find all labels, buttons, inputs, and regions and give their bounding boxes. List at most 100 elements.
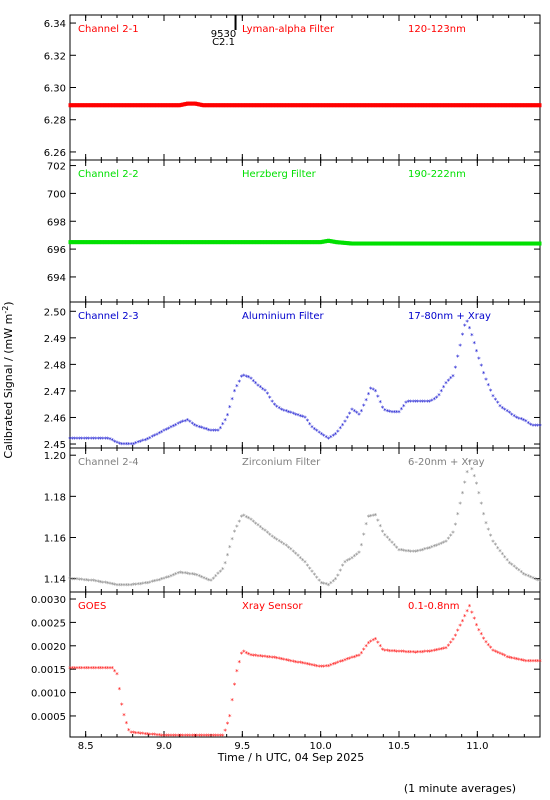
data-point: * xyxy=(519,657,523,665)
data-point: * xyxy=(153,578,157,586)
data-point xyxy=(71,103,75,108)
data-point xyxy=(450,241,454,246)
data-point: * xyxy=(355,551,359,559)
data-point: * xyxy=(129,582,133,590)
data-point xyxy=(381,241,385,246)
data-point: * xyxy=(315,575,319,583)
x-tick-label: 8.5 xyxy=(78,741,94,752)
data-point xyxy=(447,241,451,246)
data-point: * xyxy=(212,575,216,583)
data-point xyxy=(453,241,457,246)
data-point xyxy=(378,241,382,246)
data-point xyxy=(422,241,426,246)
data-point xyxy=(211,103,215,108)
data-point: * xyxy=(176,421,180,429)
data-point xyxy=(231,240,235,245)
data-point xyxy=(196,102,200,107)
data-point xyxy=(70,240,74,245)
data-point xyxy=(295,240,299,245)
data-point: * xyxy=(113,668,117,676)
data-point xyxy=(156,103,160,108)
data-point xyxy=(99,103,103,108)
data-point xyxy=(251,103,255,108)
data-point: * xyxy=(369,385,373,393)
data-point xyxy=(115,240,119,245)
data-point xyxy=(328,239,332,244)
data-point xyxy=(480,241,484,246)
data-point xyxy=(477,241,481,246)
data-point xyxy=(422,103,426,108)
channel-label: Channel 2-2 xyxy=(78,169,139,180)
data-point: * xyxy=(303,559,307,567)
data-point xyxy=(134,240,138,245)
data-point xyxy=(493,241,497,246)
data-point xyxy=(195,101,199,106)
y-tick-label: 1.14 xyxy=(44,575,66,586)
data-point xyxy=(106,103,110,108)
data-point: * xyxy=(317,578,321,586)
data-point: * xyxy=(181,570,185,578)
data-point xyxy=(375,103,379,108)
data-point: * xyxy=(411,549,415,557)
data-point: * xyxy=(350,654,354,662)
data-point xyxy=(521,103,525,108)
data-point: * xyxy=(104,665,108,673)
data-point: * xyxy=(491,393,495,401)
data-point xyxy=(225,103,229,108)
data-point: * xyxy=(151,434,155,442)
data-point xyxy=(442,241,446,246)
data-point: * xyxy=(85,577,89,585)
data-point: * xyxy=(414,649,418,657)
data-point xyxy=(438,241,442,246)
data-point: * xyxy=(400,649,404,657)
data-point xyxy=(475,241,479,246)
data-point xyxy=(532,103,536,108)
data-point xyxy=(286,240,290,245)
data-point: * xyxy=(386,648,390,656)
data-point: * xyxy=(317,664,321,672)
data-point xyxy=(149,103,153,108)
data-point: * xyxy=(136,581,140,589)
data-point xyxy=(269,240,273,245)
data-point xyxy=(472,241,476,246)
data-point xyxy=(306,240,310,245)
data-point: * xyxy=(113,438,117,446)
data-point xyxy=(160,103,164,108)
data-point xyxy=(275,240,279,245)
panel-5: 0.0005 0.0010 0.0015 0.0020 0.0025 0.0030 GOES… xyxy=(31,591,542,741)
data-point xyxy=(358,103,362,108)
y-tick-label: 6.28 xyxy=(44,116,66,127)
data-point xyxy=(513,241,517,246)
data-point xyxy=(231,103,235,108)
data-point: * xyxy=(383,648,387,656)
data-point xyxy=(131,240,135,245)
data-point: * xyxy=(101,579,105,587)
data-point xyxy=(502,241,506,246)
data-point xyxy=(243,103,247,108)
data-point xyxy=(281,240,285,245)
data-point: * xyxy=(374,388,378,396)
data-point xyxy=(416,103,420,108)
y-tick-label: 2.48 xyxy=(44,360,66,371)
data-point: * xyxy=(115,582,119,590)
data-point xyxy=(474,103,478,108)
data-point: * xyxy=(456,628,460,636)
data-point xyxy=(411,103,415,108)
data-point: * xyxy=(186,570,190,578)
data-point: * xyxy=(237,518,241,526)
data-point: * xyxy=(308,565,312,573)
data-point xyxy=(173,103,177,108)
data-point: * xyxy=(301,660,305,668)
data-point: * xyxy=(416,649,420,657)
data-point xyxy=(251,240,255,245)
data-point xyxy=(76,240,80,245)
data-point xyxy=(157,103,161,108)
data-point: * xyxy=(207,427,211,435)
data-point: * xyxy=(510,411,514,419)
data-point xyxy=(170,240,174,245)
data-point: * xyxy=(362,646,366,654)
data-point: * xyxy=(322,433,326,441)
data-point xyxy=(301,103,305,108)
data-point: * xyxy=(169,573,173,581)
data-point xyxy=(311,240,315,245)
